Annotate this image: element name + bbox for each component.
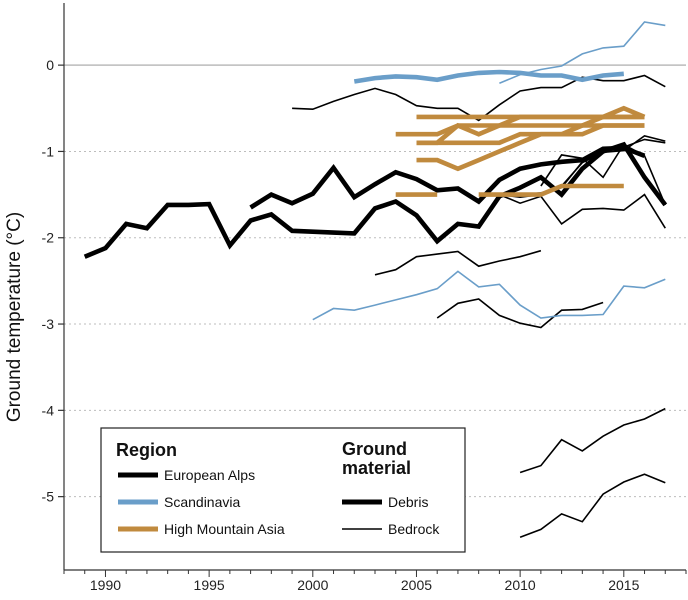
y-tick-label: -4 xyxy=(42,402,55,418)
y-tick-label: -1 xyxy=(42,143,55,159)
x-tick-label: 1995 xyxy=(194,577,225,593)
x-tick-label: 1990 xyxy=(90,577,121,593)
legend: Region European Alps Scandinavia High Mo… xyxy=(100,427,466,553)
legend-label-bedrock: Bedrock xyxy=(388,521,440,537)
series-layer xyxy=(83,21,668,538)
series-line-european-alps-bedrock-2 xyxy=(292,74,666,122)
legend-label-scandinavia: Scandinavia xyxy=(164,494,240,510)
x-tick-label: 2005 xyxy=(401,577,432,593)
series-line-high-mountain-asia-debris-20 xyxy=(478,183,624,197)
y-tick-label: -5 xyxy=(42,489,55,505)
series-line-european-alps-debris-1 xyxy=(249,145,646,210)
x-tick-label: 2015 xyxy=(608,577,639,593)
x-tick-label: 2010 xyxy=(505,577,536,593)
series-line-european-alps-bedrock-8 xyxy=(436,298,604,329)
series-line-european-alps-bedrock-9 xyxy=(519,407,666,474)
legend-label-debris: Debris xyxy=(388,494,428,510)
y-tick-label: -2 xyxy=(42,230,55,246)
legend-material-title-line2: material xyxy=(342,458,411,478)
series-line-high-mountain-asia-debris-17 xyxy=(416,114,645,146)
legend-label-european-alps: European Alps xyxy=(164,467,255,483)
legend-region-title: Region xyxy=(116,440,177,460)
legend-label-high-mountain-asia: High Mountain Asia xyxy=(164,521,285,537)
x-tick-label: 2000 xyxy=(297,577,328,593)
y-tick-label: 0 xyxy=(46,57,54,73)
legend-material-title-line1: Ground xyxy=(342,439,407,459)
y-axis-title: Ground temperature (°C) xyxy=(4,212,25,422)
series-line-european-alps-bedrock-6 xyxy=(499,193,666,229)
legend-box xyxy=(100,427,466,553)
axis-layer: 0 -1 -2 -3 -4 -5 1990 1995 2000 2005 2010 2015 xyxy=(42,3,687,593)
series-line-high-mountain-asia-debris-18 xyxy=(416,123,645,172)
series-line-scandinavia-bedrock-13 xyxy=(312,270,666,321)
series-line-european-alps-bedrock-7 xyxy=(374,249,542,276)
series-line-european-alps-bedrock-10 xyxy=(519,473,666,538)
series-line-scandinavia-debris-11 xyxy=(353,69,624,84)
y-tick-label: -3 xyxy=(42,316,55,332)
